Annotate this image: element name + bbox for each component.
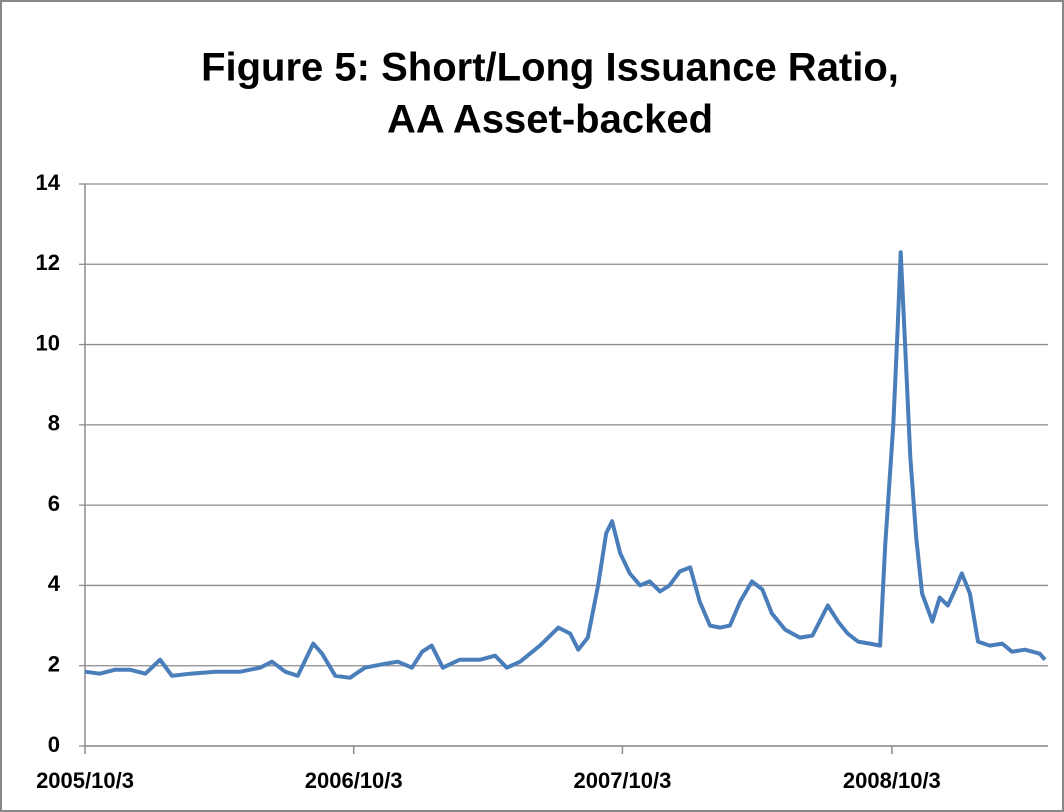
chart-title: Figure 5: Short/Long Issuance Ratio, bbox=[201, 46, 899, 90]
y-tick-label: 14 bbox=[36, 170, 61, 195]
y-tick-label: 8 bbox=[48, 411, 60, 436]
y-tick-label: 0 bbox=[48, 732, 60, 757]
x-tick-label: 2006/10/3 bbox=[305, 768, 403, 793]
x-tick-label: 2007/10/3 bbox=[573, 768, 671, 793]
data-line bbox=[84, 250, 1047, 680]
y-tick-label: 6 bbox=[48, 491, 60, 516]
x-tick-label: 2005/10/3 bbox=[36, 768, 134, 793]
x-tick-label: 2008/10/3 bbox=[843, 768, 941, 793]
chart-title: AA Asset-backed bbox=[387, 98, 713, 142]
y-tick-label: 12 bbox=[36, 250, 60, 275]
y-tick-label: 2 bbox=[48, 652, 60, 677]
y-tick-label: 10 bbox=[36, 330, 60, 355]
y-tick-label: 4 bbox=[48, 571, 61, 596]
